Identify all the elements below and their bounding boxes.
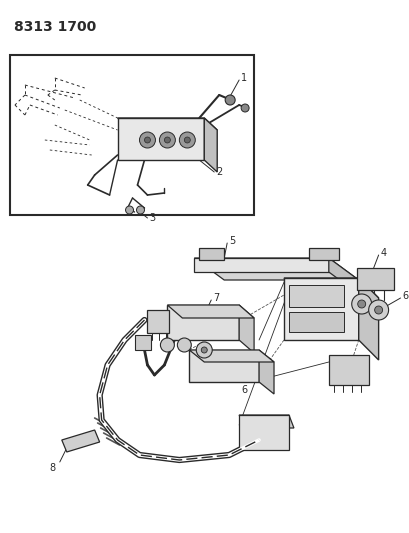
Text: 7: 7 bbox=[213, 293, 219, 303]
Circle shape bbox=[139, 132, 155, 148]
Polygon shape bbox=[117, 118, 204, 160]
Polygon shape bbox=[194, 258, 358, 280]
Polygon shape bbox=[238, 415, 293, 428]
Text: 3: 3 bbox=[149, 213, 155, 223]
Polygon shape bbox=[356, 268, 393, 290]
Polygon shape bbox=[283, 278, 358, 340]
Circle shape bbox=[184, 137, 190, 143]
Text: 6: 6 bbox=[402, 291, 408, 301]
Polygon shape bbox=[238, 305, 254, 353]
Text: 1: 1 bbox=[240, 73, 247, 83]
Polygon shape bbox=[167, 305, 238, 340]
Circle shape bbox=[164, 137, 170, 143]
Circle shape bbox=[160, 338, 174, 352]
Text: 2: 2 bbox=[216, 167, 222, 177]
Polygon shape bbox=[189, 350, 258, 382]
Text: 8313 1700: 8313 1700 bbox=[14, 20, 96, 34]
Polygon shape bbox=[199, 248, 224, 260]
Bar bbox=[288, 312, 343, 332]
Text: 4: 4 bbox=[380, 248, 386, 258]
Circle shape bbox=[136, 206, 144, 214]
Bar bbox=[288, 285, 343, 307]
Polygon shape bbox=[189, 350, 273, 362]
Polygon shape bbox=[238, 415, 288, 450]
Polygon shape bbox=[134, 335, 151, 350]
Circle shape bbox=[374, 306, 382, 314]
Polygon shape bbox=[117, 118, 217, 130]
Circle shape bbox=[196, 342, 212, 358]
Circle shape bbox=[351, 294, 371, 314]
Circle shape bbox=[125, 206, 133, 214]
Circle shape bbox=[144, 137, 150, 143]
Circle shape bbox=[357, 300, 365, 308]
Polygon shape bbox=[258, 350, 273, 394]
Polygon shape bbox=[328, 355, 368, 385]
Polygon shape bbox=[358, 278, 378, 360]
Polygon shape bbox=[204, 118, 217, 172]
Polygon shape bbox=[283, 278, 378, 298]
Polygon shape bbox=[62, 430, 99, 452]
Circle shape bbox=[201, 347, 207, 353]
Polygon shape bbox=[308, 248, 338, 260]
Circle shape bbox=[177, 338, 191, 352]
Text: 6: 6 bbox=[240, 385, 247, 395]
Circle shape bbox=[225, 95, 235, 105]
Circle shape bbox=[179, 132, 195, 148]
Polygon shape bbox=[328, 258, 358, 294]
Circle shape bbox=[368, 300, 388, 320]
Polygon shape bbox=[194, 258, 328, 272]
Circle shape bbox=[159, 132, 175, 148]
Circle shape bbox=[240, 104, 249, 112]
Text: 8: 8 bbox=[50, 463, 56, 473]
Bar bbox=[10, 55, 254, 215]
Text: 5: 5 bbox=[229, 236, 235, 246]
Polygon shape bbox=[147, 310, 169, 333]
Polygon shape bbox=[167, 305, 254, 318]
